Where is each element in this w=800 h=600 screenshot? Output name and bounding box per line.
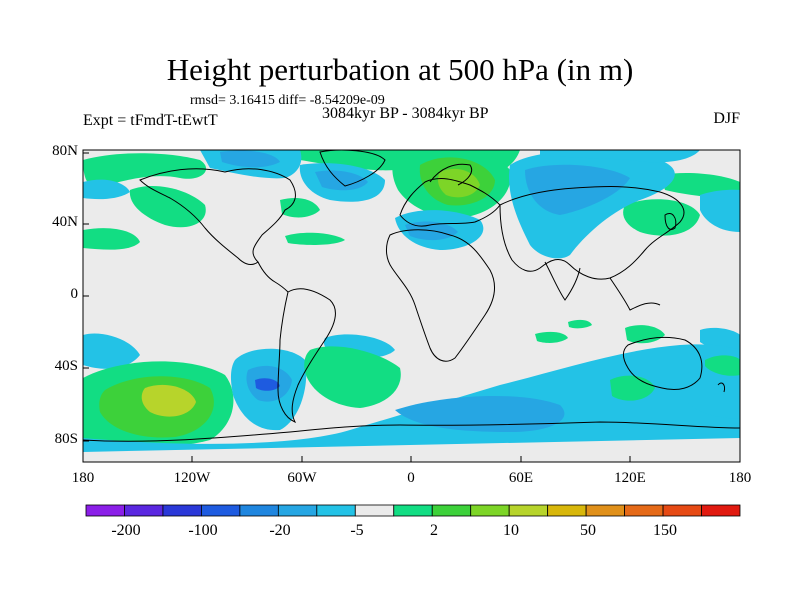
lat-label: 0 [70, 286, 79, 302]
colorbar-label: -5 [350, 522, 364, 539]
colorbar-swatch [431, 504, 472, 517]
colorbar-swatch [277, 504, 318, 517]
colorbar-swatch [85, 504, 125, 517]
lon-label: 120E [614, 470, 646, 486]
lon-label: 60E [508, 470, 534, 486]
contour-tropical-atlantic-positive [285, 232, 345, 245]
colorbar-swatch [124, 504, 164, 517]
contour-antarctic-strip-grey [83, 438, 740, 462]
coastline-greenland [319, 150, 386, 187]
colorbar-swatch [393, 504, 433, 517]
coastline-south-america [277, 288, 336, 423]
contour-south-pacific-negative-west [83, 333, 140, 369]
coastline-new-zealand [717, 382, 725, 393]
lon-label: 60W [287, 470, 317, 486]
lon-label: 180 [728, 470, 752, 486]
contour-southern-ocean-negative [83, 344, 740, 462]
contour-southern-ocean-core [395, 395, 565, 432]
colorbar-label: -100 [188, 522, 218, 539]
colorbar-label: 150 [653, 522, 677, 539]
axis-ticks [83, 152, 631, 462]
lat-label: 80S [54, 431, 78, 447]
contour-arctic-east-negative [540, 150, 700, 163]
colorbar-swatch [162, 504, 202, 517]
colorbar-swatch [547, 504, 587, 517]
colorbar-swatch [239, 504, 279, 517]
lon-label: 120W [173, 470, 211, 486]
contour-field [83, 150, 740, 462]
contour-indian-ocean-positive-2 [568, 319, 592, 329]
colorbar-label: 2 [430, 522, 438, 539]
experiment-text: Expt = tFmdT-tEwtT [83, 112, 218, 129]
contour-south-atlantic-positive [304, 346, 401, 408]
colorbar-label: 10 [503, 522, 519, 539]
contour-canada-core [220, 150, 280, 168]
contour-east-asia-positive [623, 199, 700, 236]
coastline-antarctica [83, 421, 740, 442]
contour-west-pacific-positive [625, 325, 665, 344]
colorbar-swatch [508, 504, 549, 517]
coastline-japan [664, 213, 677, 230]
colorbar-swatch [701, 504, 741, 517]
lon-label: 0 [407, 470, 415, 486]
coastline-north-america [139, 168, 296, 265]
lat-label: 80N [52, 143, 78, 159]
contour-north-america-negative [83, 179, 130, 200]
contour-north-pacific-negative [700, 189, 740, 232]
colorbar-label: -20 [269, 522, 291, 539]
season-label: DJF [713, 110, 740, 127]
coastline-asia [499, 186, 685, 280]
period-text: 3084kyr BP - 3084kyr BP [322, 105, 489, 122]
coastline-southeast-asia [609, 277, 661, 311]
contour-indian-ocean-positive [535, 331, 568, 343]
figure-title: Height perturbation at 500 hPa (in m) [166, 52, 634, 87]
colorbar-swatch [316, 504, 356, 517]
contour-drake-negative [255, 378, 280, 391]
coastlines [83, 150, 740, 442]
contour-north-pacific-positive [129, 185, 206, 228]
colorbar-label: -200 [111, 522, 141, 539]
contour-south-pacific-core [141, 384, 196, 417]
contour-north-america-positive [83, 153, 207, 188]
contour-western-atlantic-positive [280, 198, 320, 218]
contour-south-pacific-east-positive [705, 355, 740, 376]
colorbar-label: 50 [580, 522, 596, 539]
lat-label: 40N [52, 214, 78, 230]
stats-text: rmsd= 3.16415 diff= -8.54209e-09 [190, 93, 385, 108]
colorbar-swatch [662, 504, 702, 517]
coastline-india [544, 261, 581, 301]
colorbar-swatch [470, 504, 510, 517]
colorbar-swatch [354, 504, 395, 517]
colorbar-swatch [624, 504, 664, 517]
coastline-africa [386, 229, 496, 362]
colorbar-swatch [201, 504, 241, 517]
contour-atlantic-core [315, 170, 368, 191]
colorbar [85, 504, 741, 517]
lat-label: 40S [54, 358, 78, 374]
coastline-scandinavia [429, 163, 473, 186]
contour-north-pacific-east-positive [83, 228, 140, 250]
lon-label: 180 [71, 470, 95, 486]
coastline-australia [623, 337, 703, 391]
coastline-central-america [257, 261, 289, 293]
colorbar-swatch [585, 504, 625, 517]
contour-siberia-core [525, 164, 630, 215]
